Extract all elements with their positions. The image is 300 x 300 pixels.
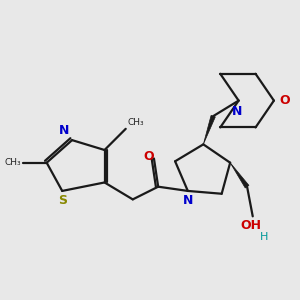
Text: N: N — [232, 105, 242, 118]
Text: O: O — [143, 150, 154, 163]
Text: CH₃: CH₃ — [127, 118, 144, 127]
Text: N: N — [183, 194, 193, 207]
Text: N: N — [59, 124, 69, 137]
Text: CH₃: CH₃ — [4, 158, 21, 167]
Text: OH: OH — [241, 219, 262, 232]
Text: S: S — [58, 194, 67, 207]
Text: H: H — [260, 232, 268, 242]
Polygon shape — [203, 116, 215, 144]
Text: O: O — [279, 94, 290, 106]
Polygon shape — [230, 163, 249, 188]
